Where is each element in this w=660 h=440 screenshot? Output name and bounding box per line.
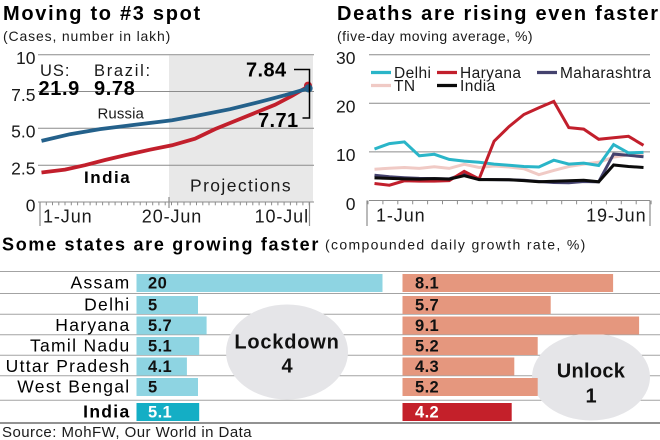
svg-text:US:: US: [40,62,71,80]
svg-text:1: 1 [585,386,596,408]
svg-text:4.2: 4.2 [415,404,439,422]
svg-text:India: India [83,402,130,422]
svg-text:Lockdown: Lockdown [234,332,339,354]
svg-text:(Cases, number in lakh): (Cases, number in lakh) [3,28,171,44]
svg-text:7.71: 7.71 [258,110,299,132]
svg-text:9.1: 9.1 [415,317,439,335]
svg-text:Russia: Russia [98,106,145,123]
svg-text:Tamil Nadu: Tamil Nadu [30,336,131,356]
svg-text:Moving to #3 spot: Moving to #3 spot [3,3,202,25]
svg-text:1-Jun: 1-Jun [376,206,426,226]
svg-text:19-Jun: 19-Jun [586,206,646,226]
svg-text:5.0: 5.0 [11,122,36,142]
svg-text:Delhi: Delhi [84,295,130,315]
svg-text:20: 20 [148,275,167,293]
svg-text:Assam: Assam [71,273,131,293]
svg-text:7.5: 7.5 [11,85,35,105]
svg-text:Haryana: Haryana [460,65,521,82]
svg-text:7.84: 7.84 [246,60,287,82]
svg-text:9.78: 9.78 [94,78,135,100]
svg-text:21.9: 21.9 [39,78,80,100]
svg-text:Delhi: Delhi [394,65,431,82]
svg-text:Brazil:: Brazil: [94,62,152,80]
svg-text:5.1: 5.1 [148,404,172,422]
svg-text:8.1: 8.1 [415,275,439,293]
svg-text:5.2: 5.2 [415,338,439,356]
svg-text:Unlock: Unlock [557,361,626,383]
svg-text:5: 5 [148,297,158,315]
svg-text:TN: TN [394,78,415,95]
svg-text:10: 10 [16,48,36,68]
svg-text:Uttar Pradesh: Uttar Pradesh [6,356,131,376]
svg-text:Projections: Projections [190,176,292,196]
svg-text:Source: MohFW, Our World in Da: Source: MohFW, Our World in Data [2,424,252,440]
svg-text:India: India [84,168,131,187]
svg-text:10: 10 [336,145,356,165]
svg-text:4.1: 4.1 [148,358,172,376]
svg-text:India: India [460,78,496,95]
svg-text:5.7: 5.7 [415,297,439,315]
svg-text:5: 5 [148,379,158,397]
svg-text:1-Jun: 1-Jun [43,207,93,227]
svg-text:Deaths are rising even faster: Deaths are rising even faster [337,3,660,25]
svg-text:20: 20 [336,97,356,117]
svg-text:0: 0 [26,195,36,215]
svg-text:5.2: 5.2 [415,379,439,397]
svg-text:0: 0 [346,194,356,214]
svg-text:Some states are growing faster: Some states are growing faster [2,235,320,255]
svg-text:30: 30 [336,48,356,68]
svg-text:4: 4 [281,356,293,378]
svg-text:10-Jul: 10-Jul [255,207,309,227]
svg-text:Maharashtra: Maharashtra [560,65,651,82]
svg-text:2.5: 2.5 [11,159,35,179]
svg-text:(compounded daily growth rate,: (compounded daily growth rate, %) [325,237,587,253]
svg-text:(five-day moving average, %): (five-day moving average, %) [337,28,533,44]
svg-text:20-Jun: 20-Jun [142,207,202,227]
svg-text:West Bengal: West Bengal [17,377,130,397]
svg-text:4.3: 4.3 [415,358,439,376]
svg-text:5.7: 5.7 [148,317,172,335]
svg-text:Haryana: Haryana [55,315,130,335]
svg-text:5.1: 5.1 [148,338,172,356]
